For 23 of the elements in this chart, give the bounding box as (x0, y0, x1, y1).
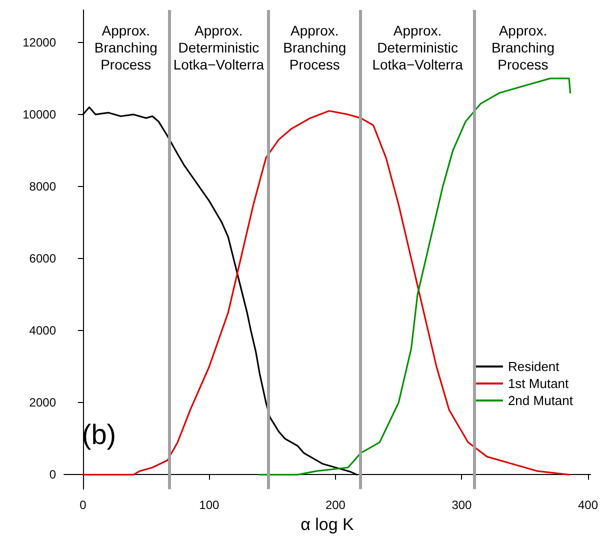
legend-label: 2nd Mutant (508, 393, 574, 408)
x-tick-label: 300 (452, 498, 472, 512)
y-tick-label: 4000 (29, 324, 56, 338)
legend-label: 1st Mutant (508, 376, 570, 391)
annotation: Approx. Branching Process (94, 22, 158, 72)
y-tick-label: 10000 (22, 107, 56, 122)
annotation: Approx. Branching Process (491, 22, 554, 72)
legend-label: Resident (508, 359, 560, 374)
y-tick-label: 6000 (29, 252, 56, 266)
line-series (258, 78, 572, 476)
y-tick-label: 0 (49, 468, 56, 482)
y-tick-label: 2000 (29, 396, 56, 410)
annotation: Approx. Deterministic Lotka−Volterra (372, 22, 464, 72)
annotation: Approx. Deterministic Lotka−Volterra (173, 22, 264, 72)
annotation: (b) (82, 419, 116, 450)
x-tick-label: 400 (578, 498, 598, 512)
y-tick-label: 8000 (29, 180, 56, 194)
x-tick-label: 0 (80, 498, 87, 512)
x-axis-title: α log K (300, 515, 355, 534)
x-tick-label: 100 (199, 498, 220, 512)
y-tick-label: 12000 (22, 35, 56, 50)
x-tick-label: 200 (325, 498, 346, 512)
annotation: Approx. Branching Process (283, 22, 346, 72)
